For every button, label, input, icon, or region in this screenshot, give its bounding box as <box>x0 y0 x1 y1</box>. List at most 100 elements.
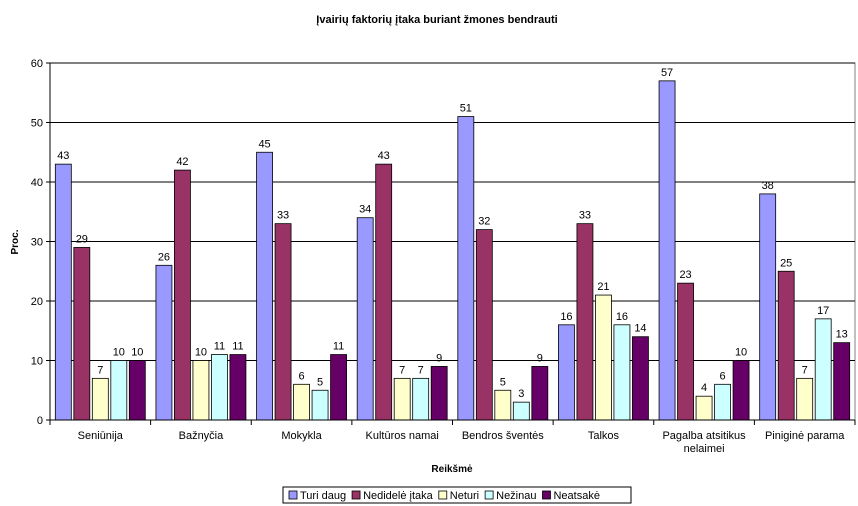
data-label: 14 <box>634 323 646 335</box>
data-label: 45 <box>258 138 270 150</box>
bar <box>512 401 530 421</box>
category-label: Bažnyčia <box>179 430 225 442</box>
data-label: 5 <box>500 376 506 388</box>
bar <box>814 318 832 421</box>
data-label: 10 <box>131 347 143 359</box>
chart-title: Įvairių faktorių įtaka buriant žmones be… <box>316 14 557 26</box>
legend-entry: Nedidelė įtaka <box>363 490 434 502</box>
data-label: 7 <box>418 364 424 376</box>
bar <box>494 389 512 421</box>
y-tick-label: 40 <box>31 177 43 189</box>
data-label: 34 <box>359 204 371 216</box>
bar <box>558 324 575 421</box>
y-tick-label: 50 <box>31 118 43 130</box>
data-label: 7 <box>399 364 405 376</box>
bar <box>632 336 649 421</box>
bar <box>595 294 612 421</box>
legend-entry: Neturi <box>450 490 479 502</box>
bar <box>356 217 374 421</box>
bar <box>174 169 191 421</box>
y-tick-label: 10 <box>31 356 43 368</box>
legend-swatch <box>438 490 448 500</box>
category-label: Pagalba atsitikus nelaimei <box>662 430 746 455</box>
bar <box>393 377 411 421</box>
bar <box>229 354 247 421</box>
data-label: 10 <box>113 347 125 359</box>
category-label: Kultūros namai <box>366 430 439 442</box>
bar <box>128 360 146 421</box>
data-label: 10 <box>735 347 747 359</box>
data-label: 21 <box>597 281 609 293</box>
bar <box>475 229 493 421</box>
data-label: 38 <box>762 180 774 192</box>
bar <box>833 342 851 421</box>
data-label: 29 <box>76 233 88 245</box>
bar <box>311 389 329 421</box>
category-label: Piniginė parama <box>765 430 845 442</box>
legend-entry: Turi daug <box>300 490 346 502</box>
bar <box>54 163 72 421</box>
y-tick-label: 60 <box>31 58 43 70</box>
bar <box>155 264 173 421</box>
bar <box>293 383 310 421</box>
data-label: 11 <box>232 341 243 353</box>
bar <box>613 324 631 421</box>
data-label: 43 <box>57 150 69 162</box>
data-label: 51 <box>460 103 472 115</box>
bar <box>110 360 128 421</box>
legend-swatch <box>542 490 551 500</box>
bar <box>796 377 814 421</box>
data-label: 11 <box>333 341 344 353</box>
category-label: Seniūnija <box>78 430 124 442</box>
data-label: 43 <box>378 150 390 162</box>
legend-entry: Neatsakė <box>553 490 599 502</box>
data-label: 26 <box>158 251 170 263</box>
bar <box>274 223 292 421</box>
y-tick-label: 20 <box>31 296 43 308</box>
bar <box>73 247 91 421</box>
y-axis-title: Proc. <box>10 229 21 254</box>
data-label: 10 <box>195 347 207 359</box>
legend-swatch <box>288 490 298 500</box>
data-label: 33 <box>579 210 591 222</box>
bar <box>695 395 713 421</box>
legend-swatch <box>351 490 361 500</box>
axes: 0 10 20 30 40 50 60 Seniūnija Bažnyčia Mokykla Kul… <box>31 58 856 455</box>
data-label: 9 <box>436 352 442 364</box>
bar <box>732 360 750 421</box>
bar <box>430 366 448 421</box>
data-label: 17 <box>817 305 829 317</box>
x-axis-title: Reikšmė <box>431 464 473 475</box>
bar <box>412 377 430 421</box>
bar <box>677 282 694 421</box>
bar <box>256 151 273 421</box>
data-label: 16 <box>560 311 572 323</box>
bar <box>714 383 731 421</box>
legend-entry: Nežinau <box>496 490 536 502</box>
data-label: 57 <box>661 67 673 79</box>
bar <box>211 354 228 421</box>
data-label: 6 <box>720 370 726 382</box>
bars <box>54 80 851 421</box>
bar <box>457 116 475 421</box>
data-label: 32 <box>478 216 490 228</box>
bar <box>658 80 676 421</box>
data-label: 7 <box>802 364 808 376</box>
bar <box>330 354 347 421</box>
bar <box>777 270 795 421</box>
data-label: 23 <box>679 269 691 281</box>
bar <box>192 360 210 421</box>
category-label: Mokykla <box>281 430 322 442</box>
data-label: 5 <box>317 376 323 388</box>
y-tick-label: 30 <box>31 237 43 249</box>
data-label: 13 <box>836 329 848 341</box>
bar <box>375 163 393 421</box>
data-label: 25 <box>780 257 792 269</box>
category-label: Bendros šventės <box>462 430 544 442</box>
legend: Turi daug Nedidelė įtaka Neturi Nežinau Neat… <box>282 486 632 504</box>
data-label: 9 <box>537 352 543 364</box>
legend-swatch <box>484 490 494 500</box>
data-label: 16 <box>616 311 628 323</box>
